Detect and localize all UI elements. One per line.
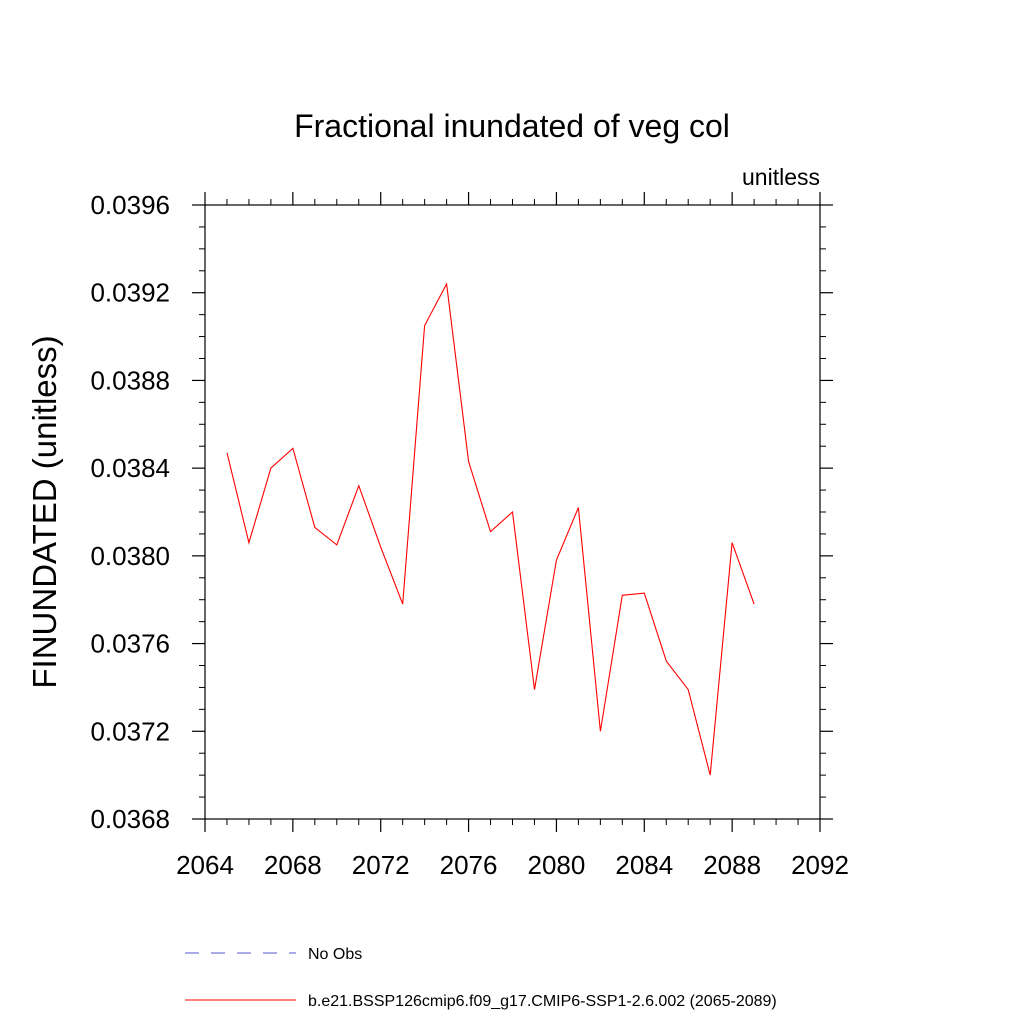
units-label: unitless <box>742 164 820 190</box>
axis-tick-labels: 2064 2068 2072 2076 2080 2084 2088 2092 0.0368 0.… <box>90 190 848 880</box>
y-tick-label: 0.0380 <box>90 541 170 571</box>
x-tick-label: 2068 <box>264 850 322 880</box>
legend-label: No Obs <box>308 946 362 963</box>
y-tick-label: 0.0376 <box>90 629 170 659</box>
x-tick-label: 2080 <box>528 850 586 880</box>
y-tick-label: 0.0372 <box>90 716 170 746</box>
legend-label: b.e21.BSSP126cmip6.f09_g17.CMIP6-SSP1-2.… <box>308 993 777 1010</box>
x-tick-label: 2092 <box>791 850 849 880</box>
x-tick-label: 2064 <box>176 850 234 880</box>
y-tick-label: 0.0388 <box>90 365 170 395</box>
axis-ticks <box>192 192 833 832</box>
y-axis-label: FINUNDATED (unitless) <box>26 335 63 688</box>
legend: No Obs b.e21.BSSP126cmip6.f09_g17.CMIP6-S… <box>185 946 777 1010</box>
x-tick-label: 2088 <box>703 850 761 880</box>
y-tick-label: 0.0368 <box>90 804 170 834</box>
y-tick-label: 0.0384 <box>90 453 170 483</box>
x-tick-label: 2076 <box>440 850 498 880</box>
y-tick-label: 0.0396 <box>90 190 170 220</box>
y-tick-label: 0.0392 <box>90 278 170 308</box>
x-tick-label: 2072 <box>352 850 410 880</box>
data-series <box>226 282 755 776</box>
x-tick-label: 2084 <box>615 850 673 880</box>
series-line <box>226 282 755 776</box>
chart-title: Fractional inundated of veg col <box>294 108 730 144</box>
